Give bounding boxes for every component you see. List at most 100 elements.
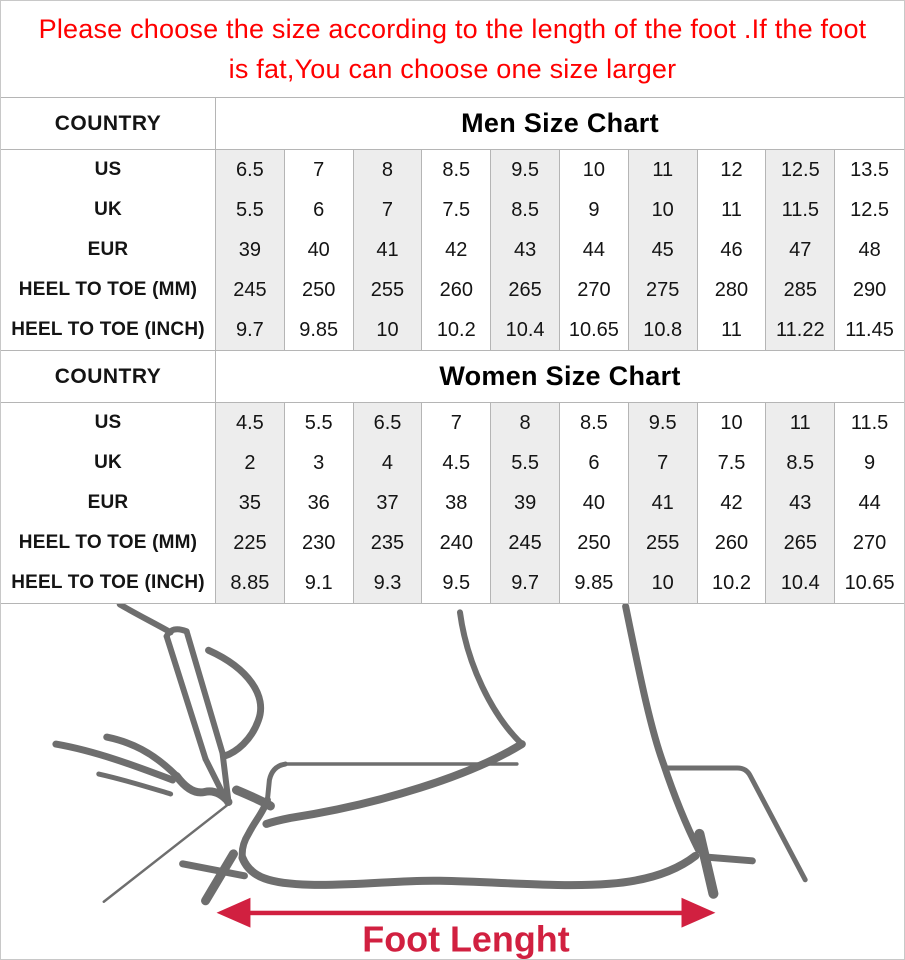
size-cell: 270 (852, 531, 887, 554)
size-cell: 265 (766, 523, 836, 563)
row-label: EUR (1, 483, 216, 523)
size-cell: 7 (285, 150, 354, 190)
size-cell: 39 (491, 483, 560, 523)
foot-length-arrow (216, 897, 716, 928)
men-table-header: COUNTRY Men Size Chart (1, 98, 904, 150)
notice-line-1: Please choose the size according to the … (38, 14, 867, 44)
men-size-table: COUNTRY Men Size Chart US 6.5 7 8 8.5 9.5 10 11… (1, 98, 904, 351)
size-cell: 44 (560, 230, 629, 270)
table-row: HEEL TO TOE (INCH) 9.7 9.85 10 10.2 10.4 10.65… (1, 310, 904, 350)
size-cell: 8.5 (560, 403, 629, 443)
size-cell: 250 (285, 270, 354, 310)
size-cell: 9.85 (285, 310, 354, 350)
table-row: HEEL TO TOE (MM) 245 250 255 260 265 270 275 280… (1, 270, 904, 310)
size-cell: 240 (422, 523, 492, 563)
table-row: UK 5.5 6 7 7.5 8.5 9 10 11 11.5 12.5 (1, 190, 904, 230)
size-cell: 13.5 (850, 158, 890, 181)
row-label: HEEL TO TOE (INCH) (1, 310, 216, 350)
size-cell: 250 (560, 523, 629, 563)
size-cell: 40 (560, 483, 629, 523)
table-row: HEEL TO TOE (INCH) 8.85 9.1 9.3 9.5 9.7 9.85 10… (1, 563, 904, 603)
size-cell: 3 (285, 443, 354, 483)
size-cell: 11 (766, 403, 836, 443)
size-cell: 42 (422, 230, 492, 270)
size-cell: 9 (864, 451, 876, 474)
size-cell: 290 (852, 278, 887, 301)
size-cell: 35 (216, 483, 285, 523)
size-cell: 9.3 (353, 563, 423, 603)
size-cell: 37 (353, 483, 423, 523)
size-cell: 10.2 (422, 310, 492, 350)
size-cell: 8.5 (491, 190, 560, 230)
size-cell: 265 (491, 270, 560, 310)
country-header-label: COUNTRY (1, 98, 216, 149)
size-cell: 12.5 (766, 150, 836, 190)
size-cell: 6 (285, 190, 354, 230)
size-cell: 230 (285, 523, 354, 563)
size-cell: 43 (491, 230, 560, 270)
size-cell: 38 (422, 483, 492, 523)
size-cell: 40 (285, 230, 354, 270)
size-cell: 9.7 (216, 310, 285, 350)
size-cell: 10 (628, 563, 698, 603)
table-row: EUR 39 40 41 42 43 44 45 46 47 48 (1, 230, 904, 270)
size-cell: 11 (628, 150, 698, 190)
size-cell: 10.4 (491, 310, 560, 350)
size-cell: 275 (628, 270, 698, 310)
size-cell: 7.5 (422, 190, 492, 230)
size-cell: 7 (422, 403, 492, 443)
size-cell: 11.45 (845, 318, 894, 341)
size-cell: 5.5 (285, 403, 354, 443)
row-label: UK (1, 190, 216, 230)
size-cell: 6.5 (353, 403, 423, 443)
size-cell: 10.8 (628, 310, 698, 350)
foot-measure-diagram: Foot Lenght (1, 604, 904, 959)
women-table-header: COUNTRY Women Size Chart (1, 351, 904, 403)
size-cell: 225 (216, 523, 285, 563)
row-label: US (1, 150, 216, 190)
size-cell: 2 (216, 443, 285, 483)
table-row: US 4.5 5.5 6.5 7 8 8.5 9.5 10 11 11.5 (1, 403, 904, 443)
size-cell: 10 (698, 403, 767, 443)
size-cell: 11 (698, 310, 767, 350)
size-cell: 8 (353, 150, 423, 190)
size-cell: 47 (766, 230, 836, 270)
size-cell: 9.1 (285, 563, 354, 603)
size-cell: 12.5 (850, 198, 890, 221)
men-table-title: Men Size Chart (461, 108, 659, 138)
size-cell: 9.5 (491, 150, 560, 190)
size-cell: 45 (628, 230, 698, 270)
size-cell: 255 (628, 523, 698, 563)
men-table-body: US 6.5 7 8 8.5 9.5 10 11 12 12.5 13.5 UK 5.5 6 7 7.5 8.5… (1, 150, 904, 350)
size-cell: 9.5 (422, 563, 492, 603)
size-cell: 235 (353, 523, 423, 563)
row-label: EUR (1, 230, 216, 270)
table-row: US 6.5 7 8 8.5 9.5 10 11 12 12.5 13.5 (1, 150, 904, 190)
size-cell: 11.22 (766, 310, 836, 350)
size-cell: 10 (353, 310, 423, 350)
size-cell: 285 (766, 270, 836, 310)
women-table-body: US 4.5 5.5 6.5 7 8 8.5 9.5 10 11 11.5 UK 2 3 4 4.5 5.5 6 7… (1, 403, 904, 603)
table-row: UK 2 3 4 4.5 5.5 6 7 7.5 8.5 9 (1, 443, 904, 483)
size-cell: 7 (628, 443, 698, 483)
size-cell: 260 (422, 270, 492, 310)
size-cell: 12 (698, 150, 767, 190)
size-cell: 7 (353, 190, 423, 230)
table-row: EUR 35 36 37 38 39 40 41 42 43 44 (1, 483, 904, 523)
size-cell: 11 (698, 190, 767, 230)
size-cell: 36 (285, 483, 354, 523)
size-cell: 270 (560, 270, 629, 310)
size-cell: 39 (216, 230, 285, 270)
size-cell: 245 (491, 523, 560, 563)
size-cell: 8.85 (216, 563, 285, 603)
size-cell: 10 (560, 150, 629, 190)
size-cell: 10.2 (698, 563, 767, 603)
row-label: HEEL TO TOE (MM) (1, 523, 216, 563)
row-label: UK (1, 443, 216, 483)
size-cell: 10 (628, 190, 698, 230)
size-cell: 4.5 (216, 403, 285, 443)
size-cell: 11.5 (766, 190, 836, 230)
size-cell: 6.5 (216, 150, 285, 190)
foot-sketch: Foot Lenght (52, 604, 808, 959)
